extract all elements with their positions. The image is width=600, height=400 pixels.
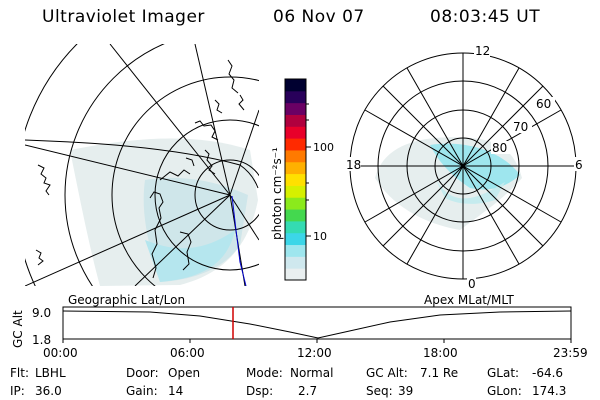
image-date: 06 Nov 07 [273,7,365,27]
altitude-ylabel: GC Alt [11,310,25,348]
mlt-label-0: 0 [468,277,476,291]
geo-latitude-lines [25,44,259,286]
glon-label: GLon: [487,384,522,398]
altitude-ytick-1-8: 1.8 [32,333,51,347]
colorbar-segment [285,232,306,246]
polar-aurora-emission [375,137,522,230]
colorbar-ticks [306,103,311,237]
glat-value: -64.6 [532,366,564,380]
colorbar-segment [285,268,306,281]
colorbar-segment [285,197,306,210]
colorbar-segment [285,161,306,175]
door-label: Door: [126,366,159,380]
door-value: Open [168,366,201,380]
gain-label: Gain: [126,384,158,398]
colorbar [285,79,306,281]
image-time: 08:03:45 UT [430,7,541,27]
dsp-label: Dsp: [246,384,274,398]
colorbar-segment [285,138,306,151]
gc-alt-value: 7.1 Re [420,366,459,380]
colorbar-segment [285,256,306,269]
colorbar-segment [285,114,306,127]
geo-aurora-emission [70,138,258,286]
mlt-label-6: 6 [575,158,583,172]
geographic-map [25,44,259,286]
altitude-plot: GC Alt 9.0 1.8 00:00 06:00 12:00 18:00 2… [11,306,588,360]
mlat-label-80: 80 [492,141,507,155]
colorbar-frame [284,78,307,281]
altitude-ytick-9: 9.0 [32,306,51,320]
ip-value: 36.0 [35,384,62,398]
terminator-line [231,195,247,286]
colorbar-tick-10: 10 [313,230,327,243]
colorbar-segment [285,126,306,139]
mode-label: Mode: [246,366,283,380]
colorbar-label: photon cm⁻²s⁻¹ [270,147,284,240]
seq-label: Seq: [366,384,393,398]
colorbar-segment [285,102,306,115]
polar-mlt-lines [350,53,576,279]
polar-plot: 12 18 6 0 60 70 80 [345,44,583,291]
colorbar-segment [285,220,306,234]
altitude-xtick-0600: 06:00 [170,346,205,360]
geo-panel-label: Geographic Lat/Lon [68,293,185,307]
colorbar-segment [285,79,306,92]
gain-value: 14 [168,384,184,398]
colorbar-segment [285,244,306,257]
dsp-value: 2.7 [298,384,318,398]
imager-title: Ultraviolet Imager [42,7,205,27]
colorbar-segment [285,185,306,198]
colorbar-segment [285,149,306,163]
geo-meridians [25,44,259,286]
coastlines [35,59,245,279]
glat-label: GLat: [487,366,520,380]
colorbar-segment [285,173,306,186]
mlat-label-70: 70 [513,120,528,134]
polar-panel-label: Apex MLat/MLT [424,293,514,307]
mlt-label-18: 18 [346,158,361,172]
geo-limb [25,139,259,189]
altitude-x-ticks [62,339,572,343]
filter-label: Flt: [10,366,29,380]
altitude-xtick-2359: 23:59 [553,346,588,360]
colorbar-segment [285,90,306,104]
seq-value: 39 [398,384,414,398]
altitude-xtick-1800: 18:00 [423,346,458,360]
colorbar-segment [285,209,306,222]
mode-value: Normal [290,366,334,380]
altitude-xtick-0000: 00:00 [43,346,78,360]
altitude-curve [62,310,572,339]
mlt-label-12: 12 [475,44,490,58]
mlat-label-60: 60 [536,97,551,111]
colorbar-tick-100: 100 [313,141,334,154]
glon-value: 174.3 [532,384,567,398]
filter-value: LBHL [35,366,66,380]
altitude-xtick-1200: 12:00 [297,346,332,360]
ip-label: IP: [10,384,25,398]
gc-alt-label: GC Alt: [366,366,408,380]
